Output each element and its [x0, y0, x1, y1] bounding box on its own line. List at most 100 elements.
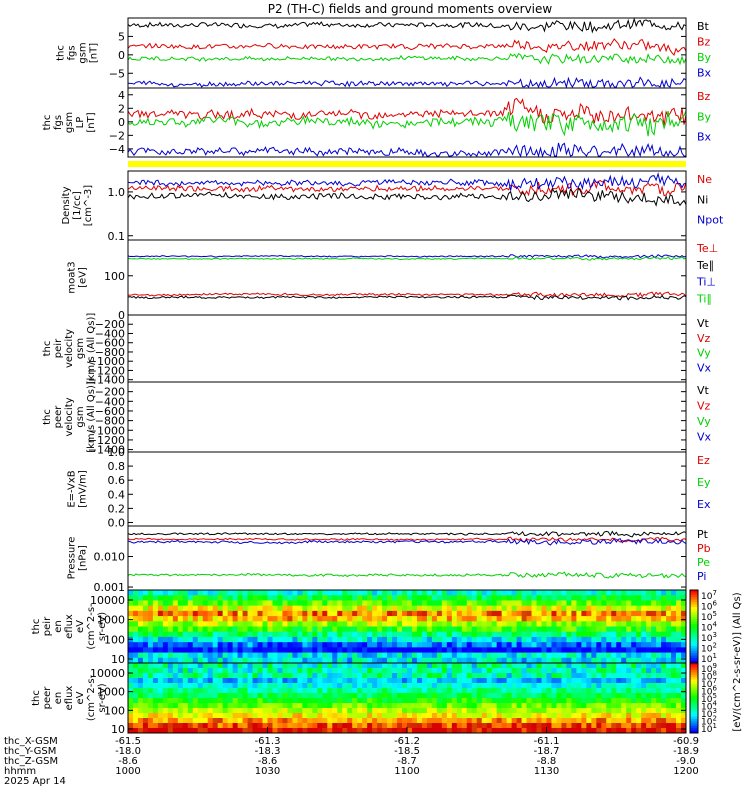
spectrogram-cell	[431, 693, 438, 699]
spectrogram-cell	[332, 713, 338, 719]
spectrogram-cell	[626, 678, 632, 684]
spectrogram-cell	[227, 713, 234, 719]
spectrogram-cell	[661, 693, 667, 699]
spectrogram-cell	[192, 713, 199, 719]
spectrogram-cell	[307, 652, 313, 659]
spectrogram-cell	[397, 626, 403, 633]
spectrogram-cell	[292, 621, 298, 627]
spectrogram-cell	[581, 626, 587, 633]
spectrogram-cell	[142, 708, 149, 714]
spectrogram-cell	[521, 626, 527, 633]
spectrogram-cell	[411, 642, 418, 648]
spectrogram-cell	[456, 590, 463, 596]
spectrogram-cell	[392, 647, 398, 653]
spectrogram-cell	[666, 688, 672, 694]
y-axis-label: sr-eV)	[97, 683, 108, 712]
legend-Ne: Ne	[697, 173, 712, 186]
spectrogram-cell	[591, 647, 597, 653]
spectrogram-cell	[541, 683, 547, 689]
spectrogram-cell	[676, 708, 682, 714]
spectrogram-cell	[297, 616, 303, 622]
spectrogram-cell	[202, 688, 209, 694]
spectrogram-cell	[167, 663, 174, 669]
spectrogram-cell	[142, 595, 149, 601]
spectrogram-cell	[626, 595, 632, 601]
spectrogram-cell	[192, 647, 199, 653]
spectrogram-cell	[671, 728, 677, 734]
spectrogram-cell	[666, 647, 672, 653]
spectrogram-cell	[317, 652, 323, 659]
spectrogram-cell	[561, 605, 567, 612]
spectrogram-cell	[616, 693, 622, 699]
spectrogram-cell	[212, 642, 219, 648]
spectrogram-cell	[456, 626, 463, 633]
spectrogram-cell	[486, 708, 493, 714]
spectrogram-cell	[561, 595, 567, 601]
spectrogram-cell	[152, 590, 159, 596]
spectrogram-cell	[262, 621, 268, 627]
colorbar-tick-exponent: 3	[712, 707, 716, 715]
spectrogram-cell	[242, 713, 248, 719]
spectrogram-cell	[521, 600, 527, 607]
spectrogram-cell	[641, 668, 647, 674]
spectrogram-cell	[407, 728, 413, 734]
spectrogram-cell	[611, 673, 617, 679]
spectrogram-cell	[302, 688, 308, 694]
spectrogram-cell	[132, 610, 139, 617]
spectrogram-cell	[471, 621, 478, 627]
spectrogram-cell	[162, 595, 169, 601]
spectrogram-cell	[197, 678, 204, 684]
spectrogram-cell	[441, 698, 448, 704]
colorbar-cell	[690, 709, 698, 713]
spectrogram-cell	[536, 621, 542, 627]
spectrogram-cell	[267, 636, 273, 643]
spectrogram-cell	[441, 693, 448, 699]
spectrogram-cell	[212, 683, 219, 689]
spectrogram-cell	[192, 698, 199, 704]
spectrogram-cell	[526, 668, 532, 674]
spectrogram-cell	[307, 605, 313, 612]
spectrogram-cell	[157, 626, 164, 633]
spectrogram-cell	[387, 636, 393, 643]
spectrogram-cell	[237, 636, 243, 643]
spectrogram-cell	[606, 652, 612, 659]
spectrogram-cell	[202, 693, 209, 699]
spectrogram-cell	[362, 647, 368, 653]
spectrogram-cell	[586, 652, 592, 659]
spectrogram-cell	[616, 723, 622, 729]
spectrogram-cell	[257, 663, 263, 669]
spectrogram-cell	[267, 678, 273, 684]
spectrogram-cell	[516, 636, 522, 643]
spectrogram-cell	[327, 616, 333, 622]
spectrogram-cell	[362, 698, 368, 704]
legend-Bx: Bx	[697, 67, 712, 80]
spectrogram-cell	[531, 636, 537, 643]
spectrogram-cell	[137, 703, 144, 709]
spectrogram-cell	[187, 621, 194, 627]
spectrogram-cell	[277, 728, 283, 734]
spectrogram-cell	[257, 631, 263, 638]
spectrogram-cell	[556, 600, 562, 607]
spectrogram-cell	[581, 723, 587, 729]
spectrogram-cell	[551, 668, 557, 674]
spectrogram-cell	[192, 663, 199, 669]
spectrogram-cell	[147, 621, 154, 627]
spectrogram-cell	[506, 590, 513, 596]
y-tick-label: 10	[111, 723, 125, 736]
colorbar-cell	[690, 721, 698, 725]
spectrogram-cell	[247, 683, 253, 689]
spectrogram-cell	[307, 698, 313, 704]
spectrogram-cell	[666, 636, 672, 643]
spectrogram-cell	[621, 647, 627, 653]
spectrogram-cell	[491, 678, 498, 684]
spectrogram-cell	[676, 631, 682, 638]
spectrogram-cell	[217, 647, 224, 653]
spectrogram-cell	[307, 728, 313, 734]
spectrogram-cell	[202, 713, 209, 719]
spectrogram-cell	[182, 668, 189, 674]
spectrogram-cell	[392, 610, 398, 617]
spectrogram-cell	[551, 642, 557, 648]
spectrogram-cell	[676, 642, 682, 648]
legend-Vx: Vx	[697, 361, 712, 374]
spectrogram-cell	[337, 600, 343, 607]
